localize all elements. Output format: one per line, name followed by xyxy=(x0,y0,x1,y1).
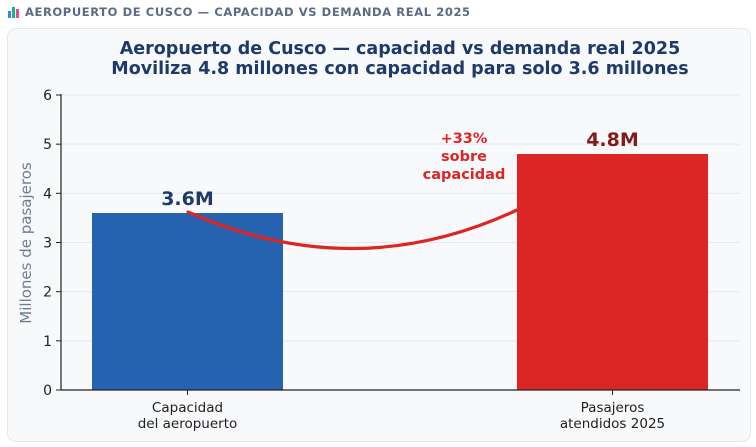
x-tick-label: del aeropuerto xyxy=(138,416,238,432)
bar-1 xyxy=(92,213,283,390)
y-tick-label: 6 xyxy=(43,88,52,104)
y-tick-label: 5 xyxy=(43,137,52,153)
y-axis-label: Millones de pasajeros xyxy=(17,162,35,324)
x-tick-label: Pasajeros xyxy=(581,400,645,416)
annotation-text: capacidad xyxy=(423,167,506,183)
x-tick-label: atendidos 2025 xyxy=(560,416,665,432)
y-tick-label: 4 xyxy=(43,186,52,202)
annotation-arc xyxy=(186,208,519,251)
page-title: AEROPUERTO DE CUSCO — CAPACIDAD VS DEMAN… xyxy=(25,5,471,19)
page-header: AEROPUERTO DE CUSCO — CAPACIDAD VS DEMAN… xyxy=(8,4,471,20)
y-tick-label: 3 xyxy=(43,236,52,252)
chart-title: Aeropuerto de Cusco — capacidad vs deman… xyxy=(120,39,681,59)
annotation-text: sobre xyxy=(441,149,487,165)
bar-2 xyxy=(517,154,708,390)
x-tick-label: Capacidad xyxy=(152,400,223,416)
y-tick-label: 2 xyxy=(43,285,52,301)
y-tick-label: 0 xyxy=(43,383,52,399)
annotation-text: +33% xyxy=(441,131,488,147)
chart-subtitle: Moviliza 4.8 millones con capacidad para… xyxy=(111,59,688,79)
y-tick-label: 1 xyxy=(43,334,52,350)
data-label: 3.6M xyxy=(161,188,214,210)
bar-chart-icon xyxy=(8,6,19,18)
data-label: 4.8M xyxy=(586,129,639,151)
